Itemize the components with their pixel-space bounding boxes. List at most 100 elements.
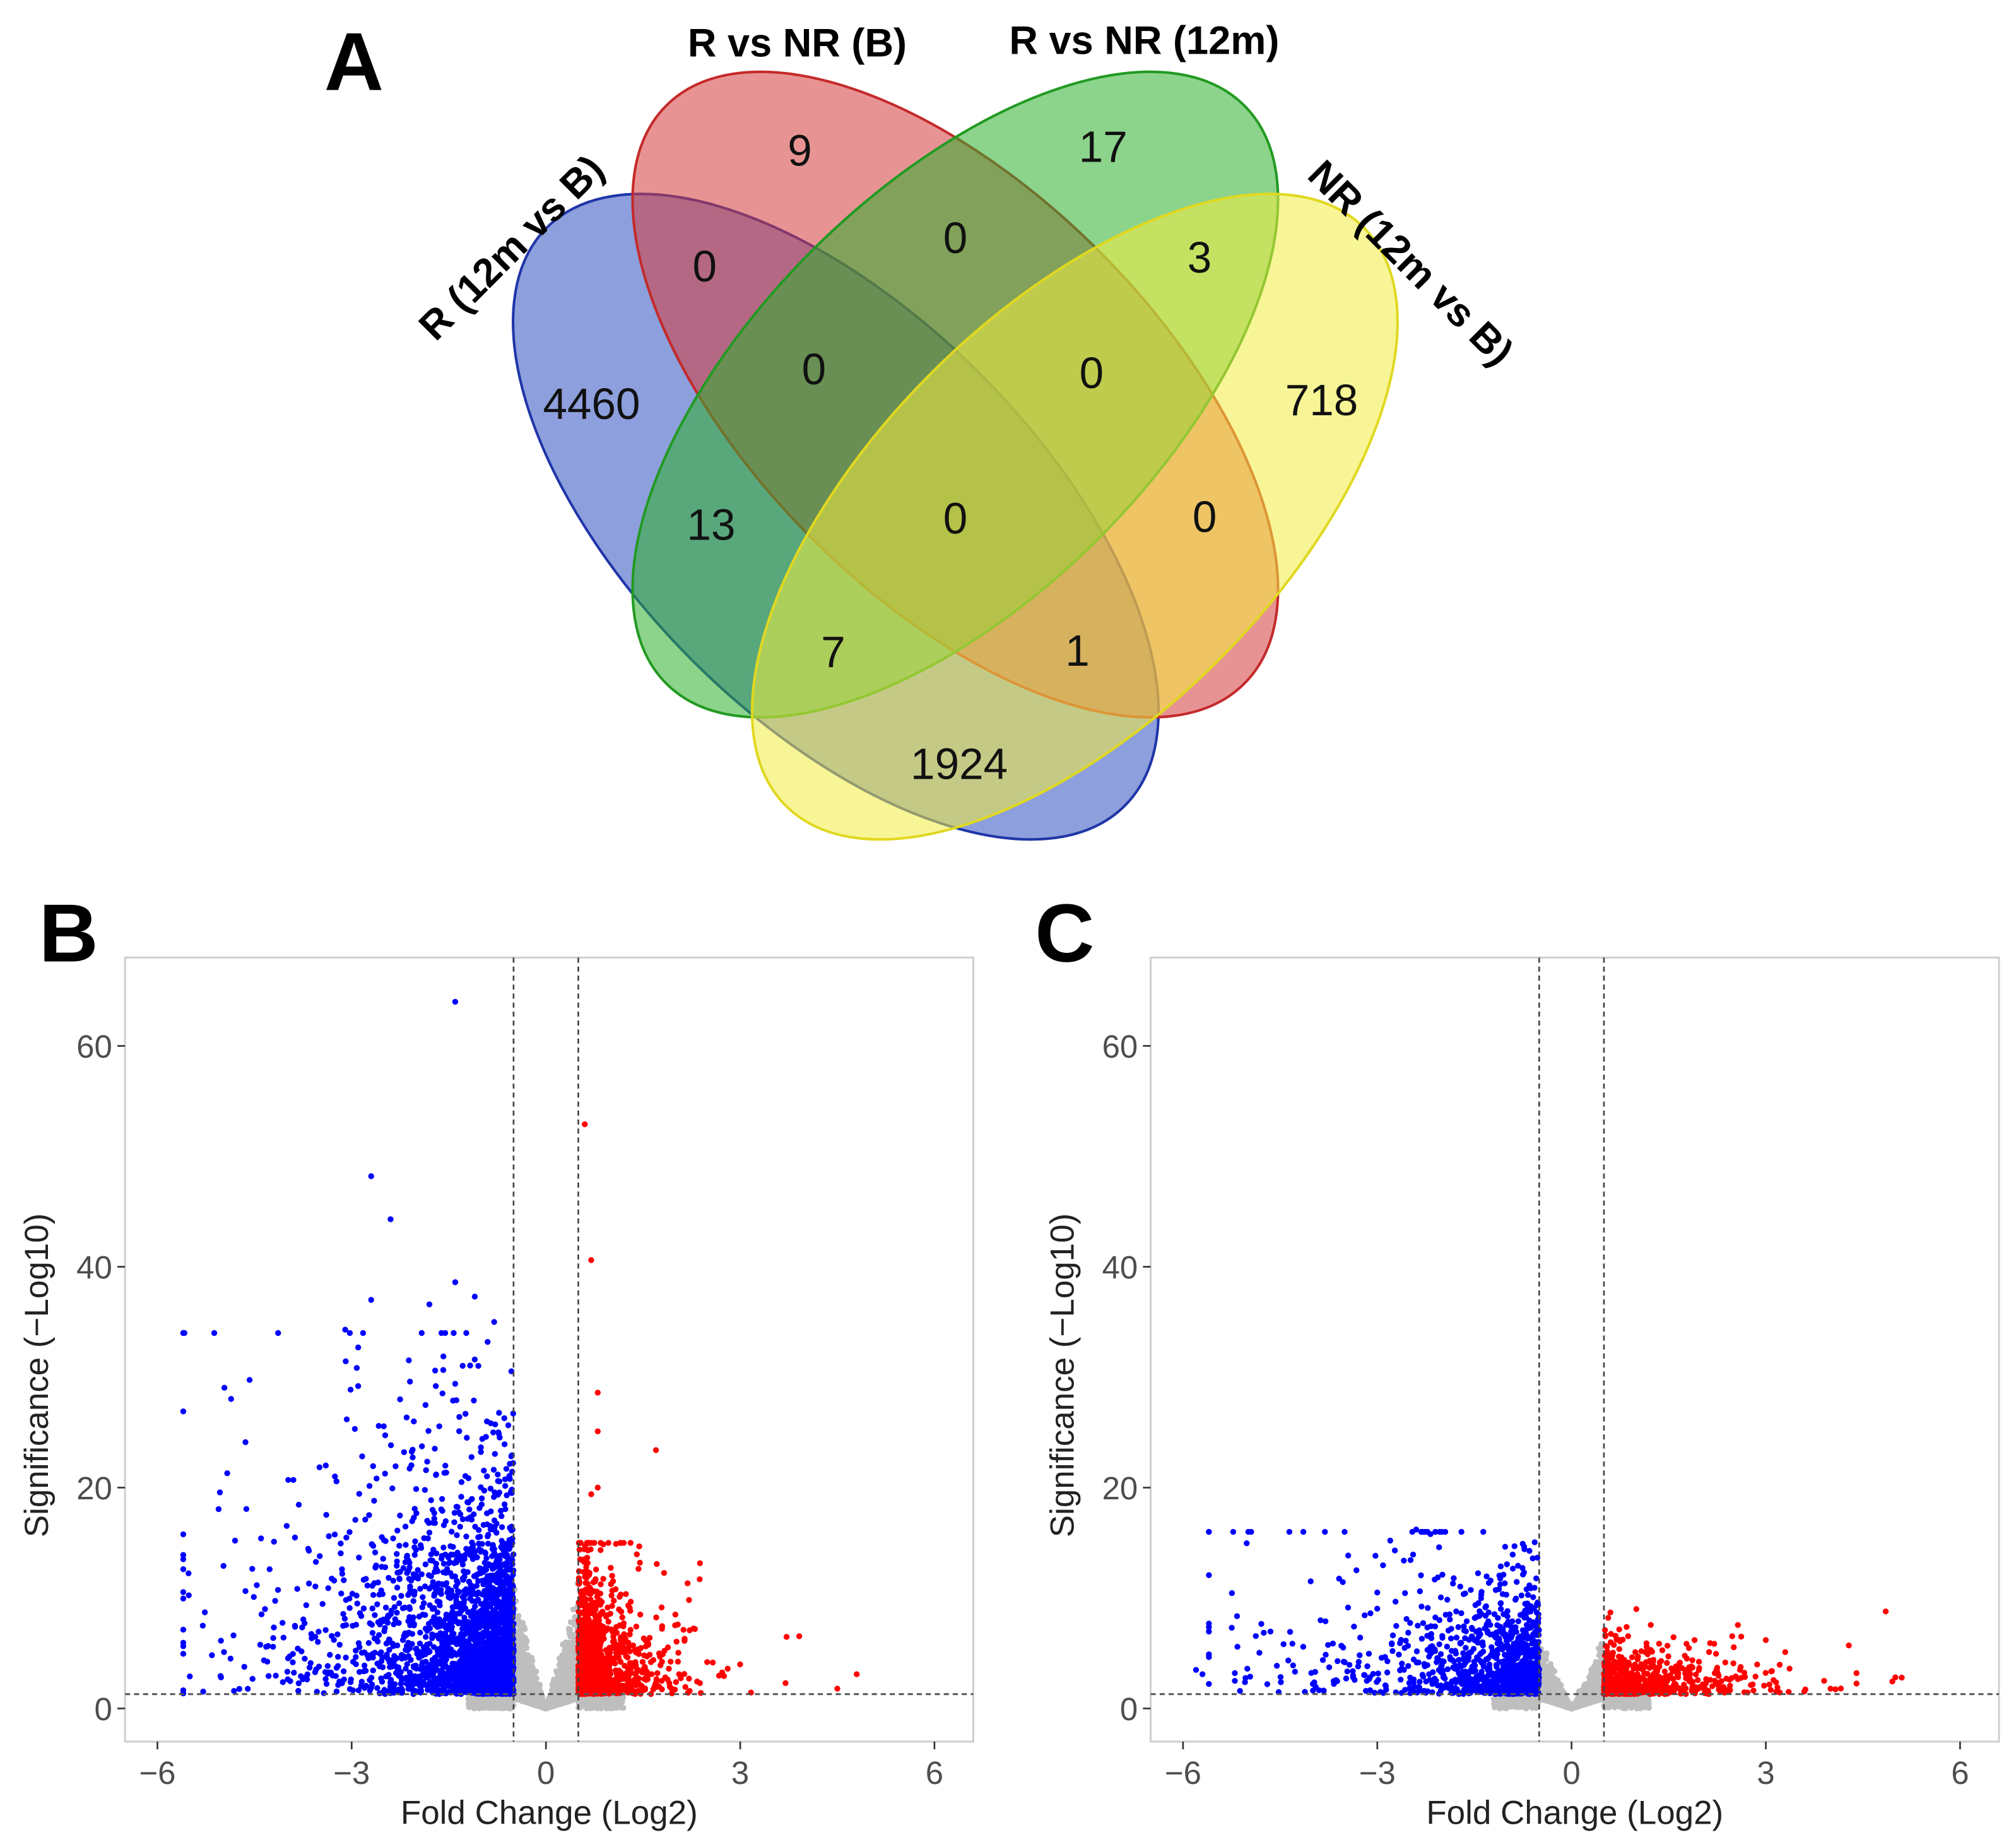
point-down-regulated: [299, 1624, 305, 1631]
point-down-regulated: [410, 1598, 416, 1604]
point-down-regulated: [458, 1494, 464, 1500]
venn-count: 0: [802, 345, 827, 394]
point-down-regulated: [251, 1594, 257, 1600]
point-down-regulated: [461, 1600, 467, 1606]
point-not-significant: [521, 1681, 527, 1687]
point-not-significant: [567, 1633, 574, 1640]
point-down-regulated: [451, 1330, 457, 1337]
point-down-regulated: [467, 1362, 473, 1369]
point-down-regulated: [440, 1353, 447, 1360]
point-down-regulated: [327, 1651, 333, 1658]
point-down-regulated: [451, 1649, 457, 1656]
point-down-regulated: [503, 1591, 509, 1598]
point-down-regulated: [396, 1542, 403, 1549]
point-down-regulated: [485, 1531, 492, 1538]
point-down-regulated: [471, 1573, 478, 1579]
point-down-regulated: [341, 1577, 347, 1583]
point-down-regulated: [216, 1489, 223, 1496]
point-down-regulated: [368, 1622, 375, 1628]
point-down-regulated: [371, 1497, 377, 1504]
point-down-regulated: [498, 1659, 505, 1665]
point-down-regulated: [406, 1357, 412, 1364]
point-down-regulated: [468, 1632, 475, 1638]
point-down-regulated: [498, 1508, 504, 1514]
point-down-regulated: [504, 1560, 510, 1566]
point-down-regulated: [414, 1678, 421, 1684]
point-down-regulated: [180, 1566, 187, 1573]
point-down-regulated: [476, 1540, 482, 1547]
point-not-significant: [500, 1697, 506, 1704]
venn-count: 1: [1065, 626, 1090, 675]
point-down-regulated: [493, 1559, 500, 1565]
venn-count: 3: [1188, 233, 1212, 282]
point-down-regulated: [457, 1523, 463, 1530]
point-down-regulated: [463, 1410, 469, 1417]
point-down-regulated: [180, 1595, 187, 1602]
venn-count: 1924: [911, 739, 1008, 788]
point-down-regulated: [420, 1594, 426, 1600]
venn-set-nr-12m-vs-b: [750, 192, 1399, 841]
point-down-regulated: [424, 1627, 430, 1634]
point-down-regulated: [325, 1585, 331, 1591]
point-down-regulated: [416, 1614, 423, 1620]
point-up-regulated: [592, 1566, 599, 1573]
point-down-regulated: [350, 1622, 356, 1629]
point-down-regulated: [471, 1397, 477, 1404]
point-down-regulated: [459, 1642, 466, 1648]
point-down-regulated: [398, 1674, 404, 1680]
point-down-regulated: [412, 1538, 418, 1545]
point-down-regulated: [382, 1470, 388, 1477]
point-down-regulated: [359, 1453, 365, 1460]
point-down-regulated: [447, 1612, 454, 1618]
point-down-regulated: [380, 1555, 386, 1562]
point-down-regulated: [390, 1578, 396, 1584]
point-down-regulated: [343, 1358, 349, 1364]
point-down-regulated: [506, 1649, 513, 1656]
point-down-regulated: [381, 1687, 387, 1693]
point-down-regulated: [353, 1661, 359, 1668]
point-down-regulated: [495, 1472, 501, 1478]
point-down-regulated: [432, 1446, 438, 1452]
point-down-regulated: [491, 1526, 498, 1533]
point-down-regulated: [506, 1537, 512, 1543]
point-not-significant: [594, 1704, 600, 1711]
point-down-regulated: [354, 1600, 360, 1607]
point-not-significant: [565, 1639, 572, 1646]
panel-letter-c: C: [1035, 887, 1094, 979]
venn-count: 4460: [543, 379, 640, 428]
point-down-regulated: [401, 1604, 408, 1611]
point-down-regulated: [377, 1651, 383, 1657]
point-down-regulated: [347, 1386, 354, 1393]
point-down-regulated: [481, 1678, 488, 1685]
point-down-regulated: [394, 1642, 401, 1649]
point-not-significant: [549, 1697, 555, 1704]
point-down-regulated: [315, 1629, 322, 1635]
point-down-regulated: [346, 1605, 353, 1612]
venn-count: 0: [943, 493, 968, 543]
point-down-regulated: [387, 1687, 394, 1694]
point-down-regulated: [442, 1662, 449, 1669]
point-down-regulated: [425, 1687, 431, 1693]
point-down-regulated: [439, 1667, 445, 1673]
point-down-regulated: [406, 1576, 412, 1582]
point-down-regulated: [295, 1645, 301, 1652]
point-down-regulated: [411, 1418, 417, 1425]
point-down-regulated: [463, 1545, 469, 1552]
point-down-regulated: [365, 1655, 372, 1661]
point-not-significant: [543, 1705, 549, 1712]
point-down-regulated: [271, 1624, 277, 1631]
point-down-regulated: [392, 1463, 399, 1470]
point-down-regulated: [449, 1673, 456, 1679]
point-not-significant: [570, 1619, 577, 1626]
point-down-regulated: [249, 1566, 256, 1572]
point-down-regulated: [434, 1688, 441, 1694]
point-down-regulated: [407, 1583, 413, 1590]
point-down-regulated: [366, 1483, 373, 1489]
point-down-regulated: [429, 1635, 435, 1641]
point-down-regulated: [475, 1687, 481, 1694]
point-not-significant: [555, 1676, 562, 1682]
point-down-regulated: [246, 1377, 253, 1383]
point-down-regulated: [498, 1524, 505, 1530]
point-down-regulated: [437, 1631, 444, 1638]
